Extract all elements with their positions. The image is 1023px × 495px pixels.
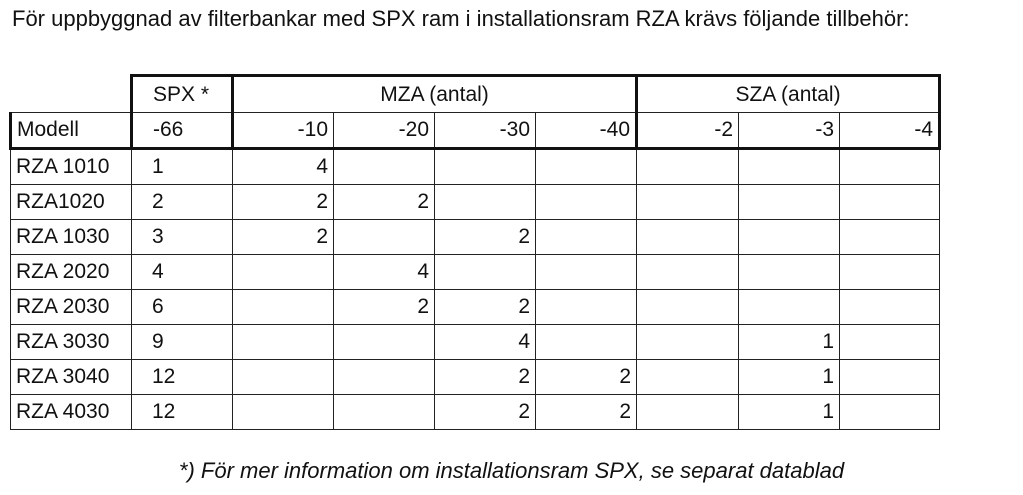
value-cell: 2 [534,394,638,430]
column-header-mza-10: -10 [231,112,334,150]
value-cell [839,289,941,325]
value-cell [534,289,638,325]
value-cell: 4 [333,254,435,290]
value-cell: 2 [434,289,536,325]
table-row: RZA 3030 9 4 1 [10,324,941,360]
value-cell [534,184,638,220]
value-cell: 2 [232,184,334,220]
model-cell: RZA 3040 [10,359,132,395]
footnote: *) För mer information om installationsr… [178,458,845,483]
column-header-modell: Modell [9,112,132,150]
value-cell: 1 [131,148,233,185]
value-cell [636,219,740,255]
value-cell [839,324,941,360]
value-cell [636,289,740,325]
value-cell: 2 [434,219,536,255]
value-cell: 1 [738,394,841,430]
value-cell [333,394,435,430]
value-cell [839,219,941,255]
value-cell: 4 [131,254,233,290]
value-cell [636,394,740,430]
value-cell: 12 [131,394,233,430]
table-row: RZA 3040 12 2 2 1 [10,359,941,395]
value-cell: 2 [131,184,233,220]
value-cell [232,324,334,360]
column-header-mza-30: -30 [434,112,536,150]
value-cell: 9 [131,324,233,360]
value-cell [636,324,740,360]
value-cell [333,359,435,395]
table-row: RZA 1030 3 2 2 [10,219,941,255]
table-row: RZA 2020 4 4 [10,254,941,290]
column-header-mza-40: -40 [534,112,638,150]
value-cell [434,148,536,185]
value-cell [232,289,334,325]
value-cell [636,254,740,290]
value-cell [534,148,638,185]
model-cell: RZA 2030 [10,289,132,325]
value-cell [636,148,740,185]
model-cell: RZA 4030 [10,394,132,430]
model-cell: RZA 1010 [10,148,132,185]
column-header-sza-3: -3 [738,112,841,150]
value-cell: 6 [131,289,233,325]
value-cell [738,254,841,290]
value-cell: 2 [434,359,536,395]
value-cell: 3 [131,219,233,255]
column-header-row: Modell -66 -10 -20 -30 -40 -2 -3 -4 [9,112,942,150]
value-cell [232,359,334,395]
value-cell: 2 [333,289,435,325]
value-cell [738,184,841,220]
value-cell: 4 [232,148,334,185]
value-cell [333,148,435,185]
value-cell [738,289,841,325]
value-cell [232,394,334,430]
model-cell: RZA 1030 [10,219,132,255]
table-row: RZA1020 2 2 2 [10,184,941,220]
value-cell [839,394,941,430]
empty-corner-cell [10,75,132,113]
value-cell [839,148,941,185]
group-header-row: SPX * MZA (antal) SZA (antal) [10,74,942,113]
value-cell: 1 [738,359,841,395]
table-row: RZA 2030 6 2 2 [10,289,941,325]
page-heading: För uppbyggnad av filterbankar med SPX r… [12,6,910,31]
column-header-sza-4: -4 [839,112,942,150]
value-cell: 2 [534,359,638,395]
column-header-spx-66: -66 [130,112,233,150]
value-cell [738,219,841,255]
value-cell: 1 [738,324,841,360]
group-header-mza: MZA (antal) [230,74,638,113]
value-cell [636,184,740,220]
value-cell: 12 [131,359,233,395]
value-cell [839,184,941,220]
table-row: RZA 1010 1 4 [10,148,941,185]
value-cell: 2 [232,219,334,255]
value-cell [636,359,740,395]
value-cell: 2 [434,394,536,430]
value-cell [534,219,638,255]
value-cell: 4 [434,324,536,360]
value-cell [839,359,941,395]
accessories-table: SPX * MZA (antal) SZA (antal) Modell -66… [9,74,942,430]
value-cell [333,219,435,255]
value-cell [333,324,435,360]
value-cell [534,324,638,360]
value-cell [534,254,638,290]
model-cell: RZA 2020 [10,254,132,290]
value-cell [232,254,334,290]
group-header-sza: SZA (antal) [635,74,942,113]
column-header-sza-2: -2 [635,112,740,150]
table-row: RZA 4030 12 2 2 1 [10,394,941,430]
value-cell: 2 [333,184,435,220]
value-cell [434,184,536,220]
value-cell [738,148,841,185]
group-header-spx: SPX * [130,74,233,113]
value-cell [839,254,941,290]
column-header-mza-20: -20 [333,112,435,150]
value-cell [434,254,536,290]
model-cell: RZA1020 [10,184,132,220]
model-cell: RZA 3030 [10,324,132,360]
